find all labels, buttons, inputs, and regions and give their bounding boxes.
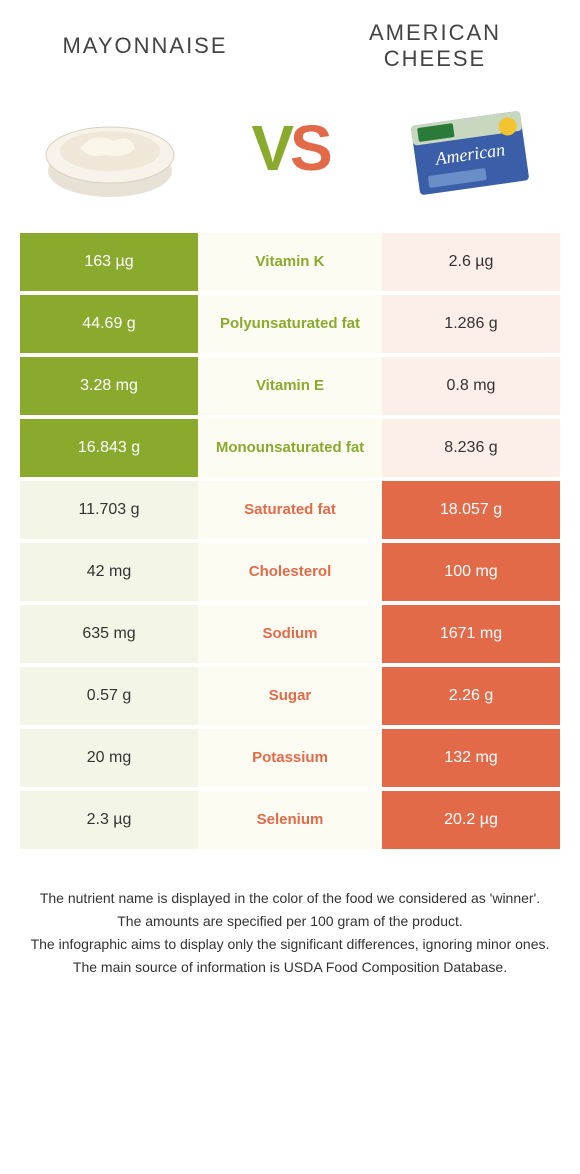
nutrient-label: Vitamin E [198, 357, 382, 415]
right-value: 1671 mg [382, 605, 560, 663]
table-row: 0.57 gSugar2.26 g [20, 667, 560, 725]
nutrient-label: Polyunsaturated fat [198, 295, 382, 353]
right-value: 2.6 µg [382, 233, 560, 291]
vs-label: VS [251, 111, 328, 185]
left-value: 0.57 g [20, 667, 198, 725]
table-row: 20 mgPotassium132 mg [20, 729, 560, 787]
table-row: 163 µgVitamin K2.6 µg [20, 233, 560, 291]
table-row: 44.69 gPolyunsaturated fat1.286 g [20, 295, 560, 353]
nutrient-label: Selenium [198, 791, 382, 849]
footnote-1: The nutrient name is displayed in the co… [25, 888, 555, 909]
nutrient-label: Sodium [198, 605, 382, 663]
nutrient-label: Monounsaturated fat [198, 419, 382, 477]
nutrient-label: Cholesterol [198, 543, 382, 601]
header: Mayonnaise American Cheese [0, 0, 580, 73]
table-row: 3.28 mgVitamin E0.8 mg [20, 357, 560, 415]
footnotes: The nutrient name is displayed in the co… [0, 853, 580, 1010]
left-value: 635 mg [20, 605, 198, 663]
images-row: VS American [0, 73, 580, 233]
right-title-line2: Cheese [384, 46, 486, 71]
left-value: 20 mg [20, 729, 198, 787]
table-row: 11.703 gSaturated fat18.057 g [20, 481, 560, 539]
right-value: 20.2 µg [382, 791, 560, 849]
american-cheese-image: American [390, 88, 550, 208]
table-row: 635 mgSodium1671 mg [20, 605, 560, 663]
footnote-2: The amounts are specified per 100 gram o… [25, 911, 555, 932]
left-value: 16.843 g [20, 419, 198, 477]
right-value: 132 mg [382, 729, 560, 787]
nutrient-label: Potassium [198, 729, 382, 787]
left-value: 3.28 mg [20, 357, 198, 415]
mayonnaise-image [30, 88, 190, 208]
nutrient-label: Sugar [198, 667, 382, 725]
table-row: 16.843 gMonounsaturated fat8.236 g [20, 419, 560, 477]
table-row: 2.3 µgSelenium20.2 µg [20, 791, 560, 849]
vs-s: S [290, 112, 329, 184]
vs-v: V [251, 112, 290, 184]
right-value: 8.236 g [382, 419, 560, 477]
nutrient-label: Saturated fat [198, 481, 382, 539]
comparison-table: 163 µgVitamin K2.6 µg44.69 gPolyunsatura… [0, 233, 580, 849]
right-value: 2.26 g [382, 667, 560, 725]
right-value: 18.057 g [382, 481, 560, 539]
table-row: 42 mgCholesterol100 mg [20, 543, 560, 601]
right-value: 100 mg [382, 543, 560, 601]
left-value: 11.703 g [20, 481, 198, 539]
right-food-title: American Cheese [320, 20, 550, 73]
footnote-4: The main source of information is USDA F… [25, 957, 555, 978]
nutrient-label: Vitamin K [198, 233, 382, 291]
footnote-3: The infographic aims to display only the… [25, 934, 555, 955]
right-value: 0.8 mg [382, 357, 560, 415]
left-value: 44.69 g [20, 295, 198, 353]
left-value: 2.3 µg [20, 791, 198, 849]
left-food-title: Mayonnaise [30, 33, 260, 59]
left-value: 163 µg [20, 233, 198, 291]
left-value: 42 mg [20, 543, 198, 601]
right-value: 1.286 g [382, 295, 560, 353]
right-title-line1: American [369, 20, 501, 45]
